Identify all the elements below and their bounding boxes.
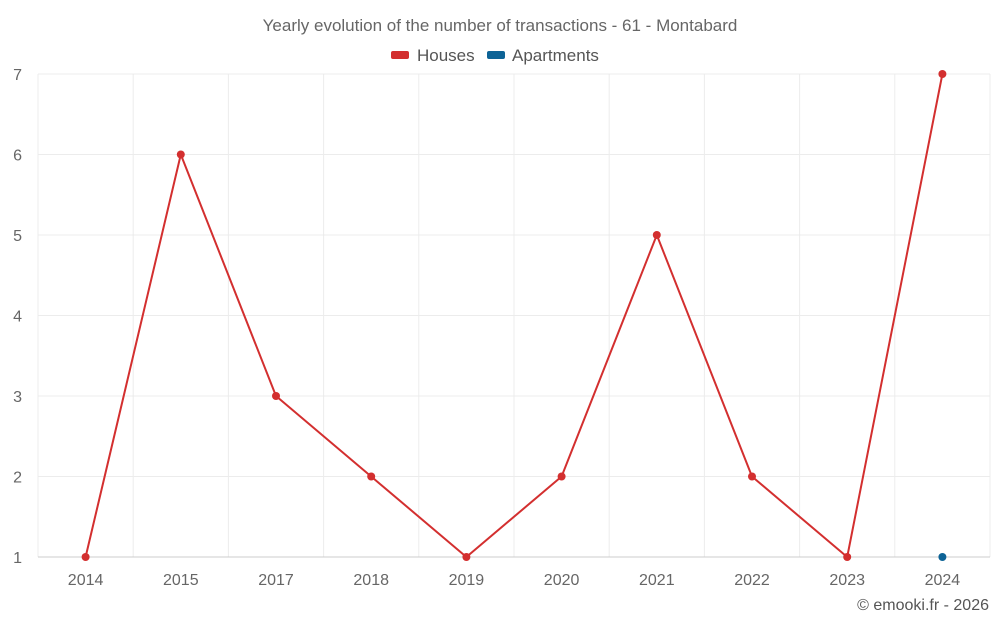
point-houses-2014[interactable] [81,553,90,561]
y-tick-label-3: 3 [13,389,22,406]
point-houses-2017[interactable] [272,392,280,400]
y-tick-label-5: 5 [13,228,22,245]
y-tick-label-7: 7 [13,67,22,84]
x-tick-label-2020: 2020 [544,572,580,589]
x-tick-label-2022: 2022 [734,572,770,589]
legend-item-houses[interactable]: Houses [391,46,475,65]
x-tick-label-2023: 2023 [829,572,865,589]
x-tick-label-2017: 2017 [258,572,294,589]
point-houses-2024[interactable] [938,70,947,78]
legend: Houses Apartments [391,46,599,65]
x-tick-label-2024: 2024 [925,572,961,589]
series-line-houses [84,73,944,558]
x-tick-label-2015: 2015 [163,572,199,589]
chart-title: Yearly evolution of the number of transa… [263,16,738,35]
grid-layer [37,73,991,558]
y-tick-label-2: 2 [13,470,22,487]
point-houses-2022[interactable] [748,472,756,481]
y-tick-label-4: 4 [13,309,22,326]
point-houses-2021[interactable] [652,231,661,239]
point-houses-2019[interactable] [462,553,471,561]
y-tick-label-1: 1 [13,550,22,567]
point-houses-2015[interactable] [176,150,185,159]
y-tick-label-6: 6 [13,148,22,165]
credit-text: © emooki.fr - 2026 [857,597,989,614]
axis-layer: 1 2 3 4 5 6 7 2014 2015 2017 2018 2019 2020 2021 2022 2… [13,67,990,589]
legend-item-apartments[interactable]: Apartments [487,46,599,65]
point-apartments-2024[interactable] [938,553,947,561]
x-tick-label-2021: 2021 [639,572,675,589]
x-tick-label-2014: 2014 [68,572,104,589]
x-tick-label-2019: 2019 [449,572,485,589]
legend-swatch-apartments [487,51,505,59]
legend-swatch-houses [391,51,409,59]
x-tick-label-2018: 2018 [353,572,389,589]
legend-label-apartments: Apartments [512,46,599,65]
series-layer [81,70,947,561]
point-houses-2023[interactable] [843,553,852,561]
point-houses-2020[interactable] [557,472,566,481]
legend-label-houses: Houses [417,46,475,65]
point-houses-2018[interactable] [367,472,376,481]
